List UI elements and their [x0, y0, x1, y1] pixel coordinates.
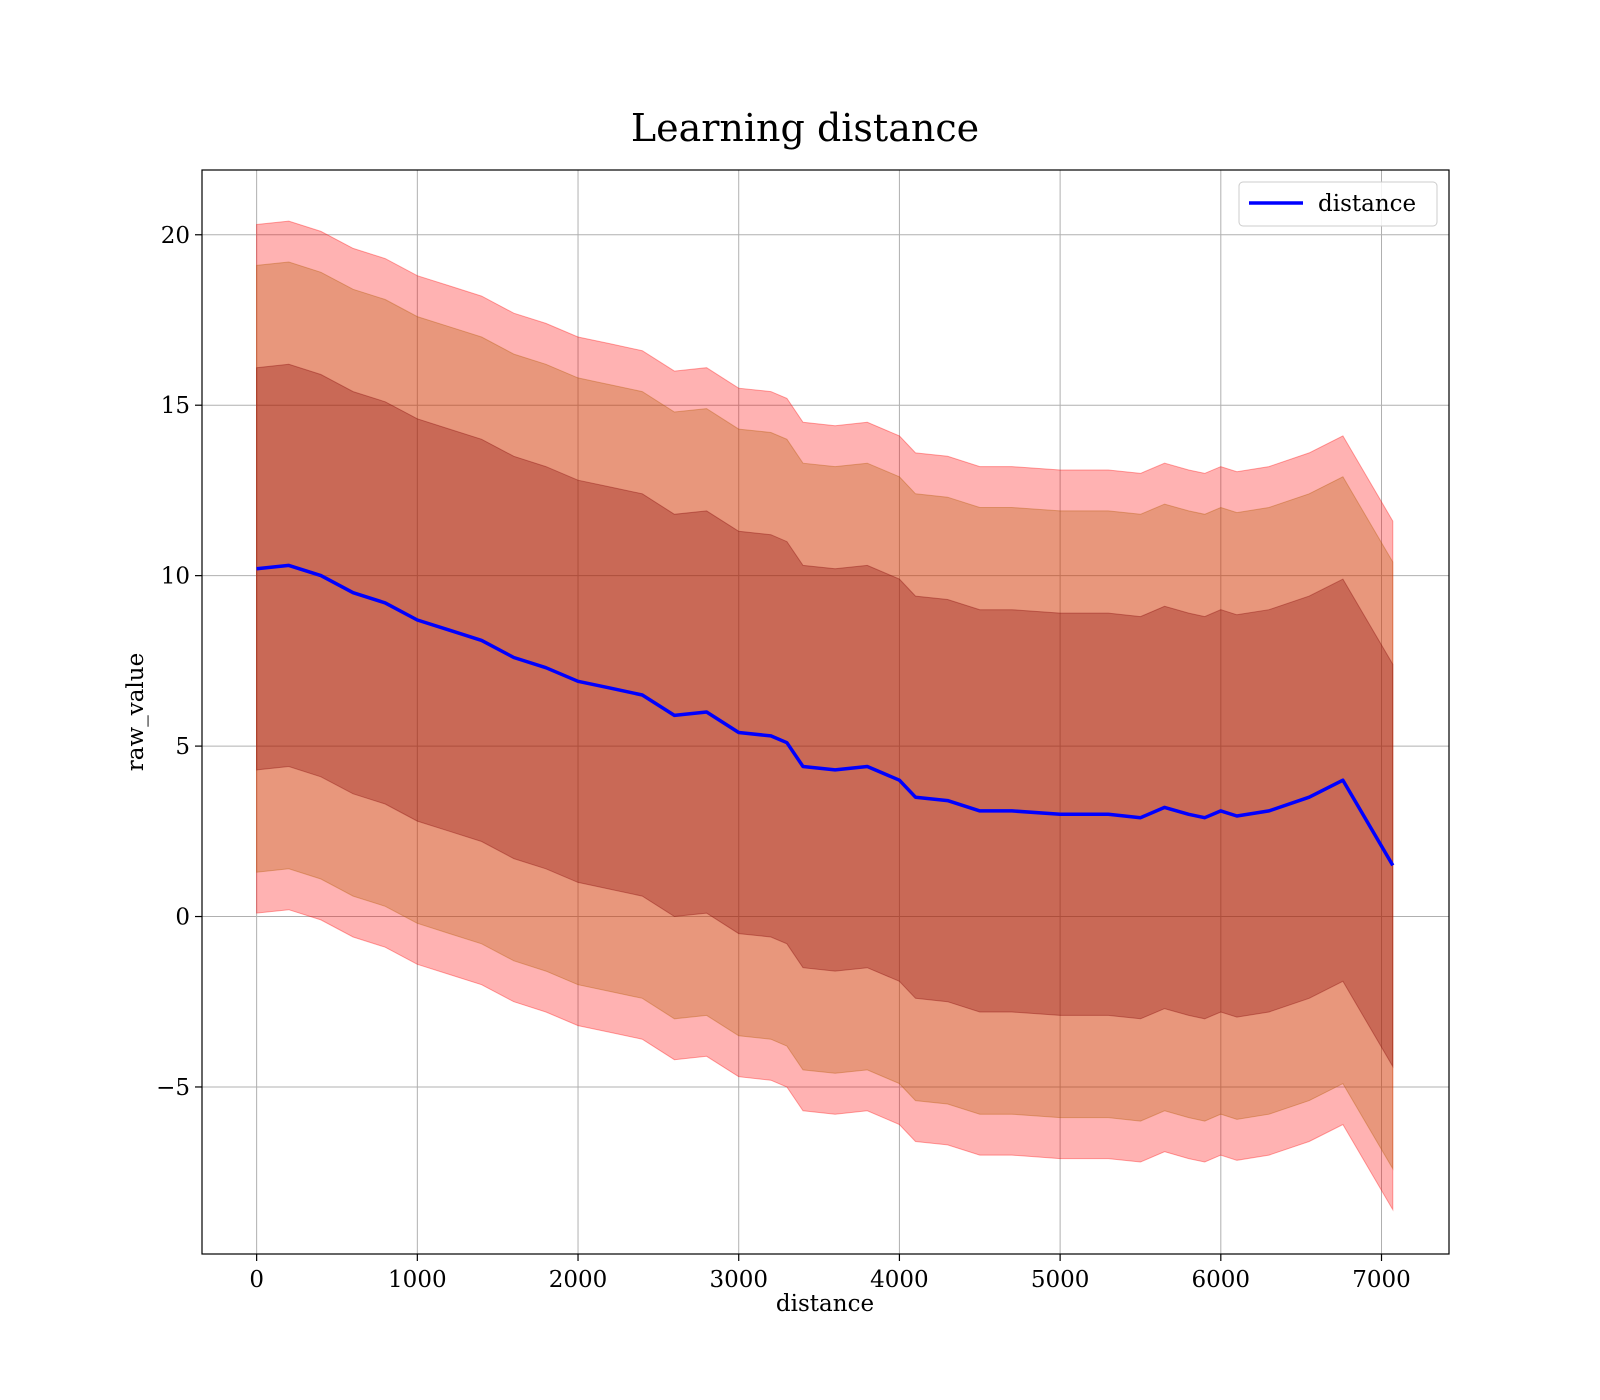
y-tick-label: 20 — [161, 223, 190, 249]
band-2-std — [256, 261, 1394, 1171]
y-tick-label: −5 — [156, 1075, 190, 1101]
x-tick-label: 7000 — [1352, 1267, 1411, 1293]
band-3-std — [256, 220, 1394, 1212]
x-tick-label: 5000 — [1031, 1267, 1090, 1293]
y-tick-label: 5 — [175, 734, 190, 760]
plot-frame — [201, 169, 1450, 1255]
y-tick-label: 15 — [161, 393, 190, 419]
x-tick-label: 4000 — [870, 1267, 929, 1293]
std-bands — [256, 220, 1394, 1212]
legend-label-distance: distance — [1318, 191, 1416, 217]
x-tick-label: 2000 — [549, 1267, 608, 1293]
x-ticks: 0 1000 2000 3000 4000 5000 6000 7000 — [249, 1254, 1411, 1293]
band-1-std — [256, 363, 1394, 1069]
y-tick-label: 0 — [175, 905, 190, 931]
grid — [202, 170, 1449, 1254]
x-axis-label: distance — [776, 1291, 874, 1317]
legend: distance — [1238, 181, 1438, 227]
y-axis-label: raw_value — [123, 653, 149, 771]
legend-box — [1238, 181, 1438, 227]
x-tick-label: 3000 — [709, 1267, 768, 1293]
y-ticks: −5 0 5 10 15 20 — [156, 223, 202, 1101]
chart-title: Learning distance — [631, 106, 979, 150]
y-tick-label: 10 — [161, 564, 190, 590]
x-tick-label: 1000 — [388, 1267, 447, 1293]
x-tick-label: 6000 — [1192, 1267, 1251, 1293]
x-tick-label: 0 — [249, 1267, 264, 1293]
mean-line-layer — [256, 563, 1395, 867]
series-line-distance — [256, 563, 1395, 867]
